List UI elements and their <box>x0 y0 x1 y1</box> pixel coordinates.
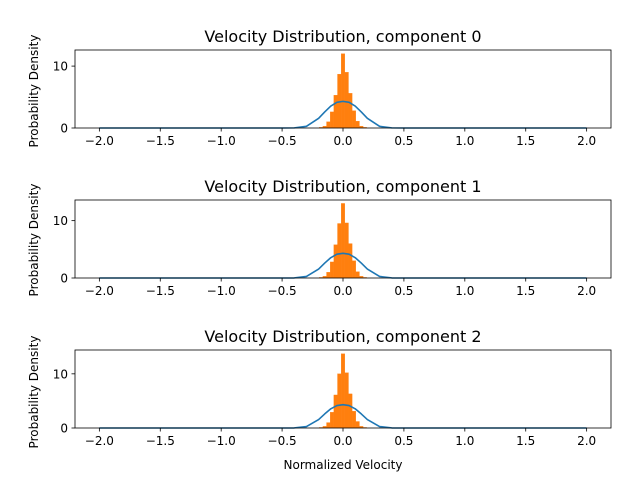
histogram-bar <box>337 223 342 279</box>
x-tick-label: −2.0 <box>85 284 114 298</box>
density-curve <box>99 100 587 129</box>
subplot-1-title: Velocity Distribution, component 1 <box>204 177 481 196</box>
subplot-2: Velocity Distribution, component 2 Proba… <box>27 327 612 472</box>
x-tick-label: −1.5 <box>146 284 175 298</box>
x-tick-label: 1.0 <box>455 434 474 448</box>
density-curve <box>99 252 587 279</box>
x-tick-label: −0.5 <box>268 134 297 148</box>
subplot-1-ylabel: Probability Density <box>27 184 41 297</box>
x-tick-label: −1.5 <box>146 434 175 448</box>
x-tick-label: 1.5 <box>516 434 535 448</box>
subplot-2-title: Velocity Distribution, component 2 <box>204 327 481 346</box>
x-tick-label: −0.5 <box>268 284 297 298</box>
y-tick-label: 0 <box>60 122 68 136</box>
histogram-bar <box>330 111 335 129</box>
x-tick-label: 2.0 <box>577 134 596 148</box>
histogram-bar <box>337 373 342 429</box>
x-tick-label: −1.5 <box>146 134 175 148</box>
subplot-0: Velocity Distribution, component 0 Proba… <box>27 27 612 148</box>
histogram-bar <box>348 393 353 429</box>
histogram-bar <box>348 93 353 129</box>
histogram-bar <box>341 353 345 429</box>
y-tick-label: 0 <box>60 272 68 286</box>
histogram-bar <box>355 121 360 129</box>
histogram-bar <box>333 95 338 129</box>
x-tick-label: −1.0 <box>207 434 236 448</box>
histogram-bar <box>344 222 349 279</box>
subplot-1: Velocity Distribution, component 1 Proba… <box>27 177 612 298</box>
x-tick-label: 2.0 <box>577 284 596 298</box>
x-tick-label: 1.0 <box>455 134 474 148</box>
x-tick-label: −2.0 <box>85 434 114 448</box>
density-curve <box>99 403 587 429</box>
x-tick-label: −0.5 <box>268 434 297 448</box>
histogram-bar <box>344 72 349 129</box>
x-tick-label: −2.0 <box>85 134 114 148</box>
y-tick-label: 0 <box>60 422 68 436</box>
histogram-bar <box>344 372 349 429</box>
x-tick-label: 1.5 <box>516 284 535 298</box>
x-tick-label: 0.0 <box>333 134 352 148</box>
subplot-2-plot: −2.0 −1.5 −1.0 −0.5 0.0 0.5 1.0 1.5 2.0 0 10 <box>53 349 612 448</box>
subplot-0-plot: −2.0 −1.5 −1.0 −0.5 0.0 0.5 1.0 1.5 2.0 0 10 <box>53 49 612 148</box>
histogram-bar <box>326 121 331 129</box>
histogram-bar <box>333 394 338 429</box>
histogram-bar <box>351 411 356 429</box>
y-tick-label: 10 <box>53 367 68 381</box>
x-tick-label: 1.5 <box>516 134 535 148</box>
x-tick-label: −1.0 <box>207 134 236 148</box>
histogram-bar <box>341 203 345 279</box>
histogram-bar <box>355 421 360 429</box>
x-axis-label: Normalized Velocity <box>284 458 403 472</box>
x-tick-label: 1.0 <box>455 284 474 298</box>
histogram-bar <box>330 261 335 279</box>
histogram-bar <box>341 53 345 129</box>
histogram-bar <box>333 244 338 279</box>
histogram-bar <box>351 260 356 279</box>
histogram-bar <box>326 272 331 279</box>
subplot-1-plot: −2.0 −1.5 −1.0 −0.5 0.0 0.5 1.0 1.5 2.0 0 10 <box>53 199 612 298</box>
histogram-bar <box>326 422 331 429</box>
subplot-0-title: Velocity Distribution, component 0 <box>204 27 481 46</box>
x-tick-label: 0.5 <box>394 134 413 148</box>
histogram-bar <box>330 412 335 429</box>
y-tick-label: 10 <box>53 214 68 228</box>
histogram-bar <box>351 110 356 129</box>
x-tick-label: 0.0 <box>333 434 352 448</box>
subplot-2-ylabel: Probability Density <box>27 336 41 449</box>
y-tick-label: 10 <box>53 60 68 74</box>
x-tick-label: 0.5 <box>394 434 413 448</box>
x-tick-label: 0.0 <box>333 284 352 298</box>
histogram-bar <box>355 271 360 279</box>
x-tick-label: 0.5 <box>394 284 413 298</box>
x-tick-label: −1.0 <box>207 284 236 298</box>
histogram-bar <box>348 243 353 279</box>
x-tick-label: 2.0 <box>577 434 596 448</box>
subplot-0-ylabel: Probability Density <box>27 35 41 148</box>
